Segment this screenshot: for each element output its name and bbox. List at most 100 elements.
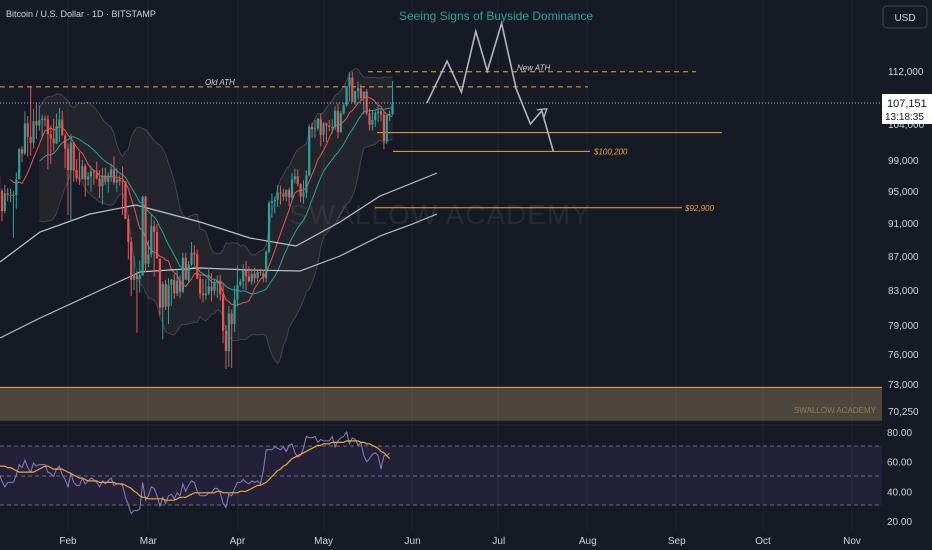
candle bbox=[52, 118, 55, 152]
candle bbox=[247, 266, 251, 283]
candle bbox=[15, 172, 18, 209]
candle bbox=[18, 147, 21, 180]
candle bbox=[213, 279, 216, 296]
price-tick-label: 91,000 bbox=[888, 219, 919, 230]
candle bbox=[270, 193, 273, 218]
candle bbox=[388, 110, 391, 121]
price-level: Old ATH bbox=[0, 78, 588, 88]
candle bbox=[359, 84, 363, 101]
rsi-tick-label: 80.00 bbox=[887, 428, 912, 439]
candle bbox=[115, 167, 118, 192]
rsi-tick-label: 60.00 bbox=[887, 458, 912, 469]
candle bbox=[199, 274, 202, 299]
symbol-title[interactable]: Bitcoin / U.S. Dollar · 1D · BITSTAMP bbox=[6, 9, 156, 19]
price-level-label: $100,200 bbox=[593, 147, 628, 156]
candle bbox=[0, 188, 4, 222]
candle bbox=[124, 180, 127, 219]
candle bbox=[107, 172, 110, 193]
candle bbox=[138, 260, 141, 293]
candle bbox=[26, 116, 29, 157]
candle bbox=[331, 119, 334, 134]
time-tick-label: Jun bbox=[405, 536, 421, 547]
candle bbox=[239, 278, 242, 287]
candle bbox=[267, 200, 271, 254]
ma-white-upper-line bbox=[0, 172, 438, 263]
candle bbox=[181, 252, 184, 294]
projection-line bbox=[426, 20, 555, 152]
candle bbox=[64, 133, 67, 169]
candle bbox=[98, 170, 101, 199]
candle bbox=[135, 271, 139, 333]
time-tick-label: Jul bbox=[492, 536, 505, 547]
candle bbox=[316, 118, 319, 131]
candle bbox=[89, 166, 93, 192]
candle bbox=[221, 283, 225, 344]
candle bbox=[302, 180, 305, 204]
candle bbox=[333, 106, 337, 130]
time-axis[interactable]: Feb Mar Apr May Jun Jul Aug Sep Oct Nov bbox=[59, 536, 861, 547]
candle bbox=[308, 124, 311, 177]
candle bbox=[230, 309, 233, 368]
price-tick-label: 79,000 bbox=[888, 321, 919, 332]
candle bbox=[391, 80, 394, 116]
candle bbox=[385, 114, 388, 145]
candle bbox=[75, 159, 78, 182]
candle bbox=[265, 250, 268, 283]
rsi-pane bbox=[0, 424, 882, 515]
candle bbox=[118, 175, 121, 186]
last-price-countdown: 13:18:35 bbox=[885, 112, 924, 123]
candle bbox=[38, 105, 41, 131]
candle bbox=[250, 268, 253, 285]
candle bbox=[78, 152, 81, 185]
candle bbox=[150, 214, 153, 258]
candle bbox=[322, 122, 325, 142]
candle bbox=[147, 240, 150, 268]
price-level-label: New ATH bbox=[517, 64, 551, 73]
candle bbox=[190, 242, 193, 267]
time-tick-label: Feb bbox=[59, 536, 77, 547]
candle bbox=[227, 305, 230, 367]
currency-button[interactable]: USD bbox=[882, 5, 928, 29]
time-tick-label: Apr bbox=[230, 536, 246, 547]
candle bbox=[164, 279, 167, 311]
zone-box bbox=[0, 387, 882, 421]
price-tick-label: 104,000 bbox=[888, 120, 925, 131]
candle bbox=[293, 168, 296, 184]
candle bbox=[256, 270, 259, 282]
candle bbox=[112, 156, 116, 185]
price-level-label: $92,900 bbox=[684, 204, 714, 213]
price-axis[interactable]: 112,000 104,000 99,000 95,000 91,000 87,000 83… bbox=[888, 67, 925, 418]
candle bbox=[3, 184, 6, 214]
candle bbox=[84, 163, 87, 197]
candle bbox=[187, 261, 190, 283]
time-tick-label: Oct bbox=[755, 536, 771, 547]
time-tick-label: Nov bbox=[843, 536, 861, 547]
candle bbox=[328, 120, 331, 132]
candle bbox=[345, 86, 348, 107]
candle bbox=[87, 172, 90, 186]
candle bbox=[161, 281, 164, 340]
support-zone: SWALLOW ACADEMY bbox=[0, 386, 882, 421]
last-price-value: 107,151 bbox=[887, 98, 927, 110]
chart-title: Seeing Signs of Buyside Dominance bbox=[399, 9, 593, 23]
price-level: $92,900 bbox=[375, 204, 714, 213]
candle bbox=[253, 267, 256, 284]
price-tick-label: 99,000 bbox=[888, 156, 919, 167]
time-tick-label: Mar bbox=[140, 536, 158, 547]
candle bbox=[368, 108, 371, 131]
candle bbox=[58, 108, 61, 142]
candle bbox=[6, 187, 9, 202]
candle bbox=[319, 113, 322, 147]
candle bbox=[204, 278, 207, 300]
bollinger-upper bbox=[38, 67, 393, 256]
candles bbox=[0, 71, 394, 369]
candle bbox=[43, 115, 47, 127]
candle bbox=[311, 122, 314, 138]
candle bbox=[61, 110, 64, 136]
price-tick-label: 87,000 bbox=[888, 252, 919, 263]
candle bbox=[184, 252, 187, 280]
candle bbox=[365, 88, 368, 116]
price-tick-label: 70,250 bbox=[888, 407, 919, 418]
candle bbox=[95, 161, 98, 180]
